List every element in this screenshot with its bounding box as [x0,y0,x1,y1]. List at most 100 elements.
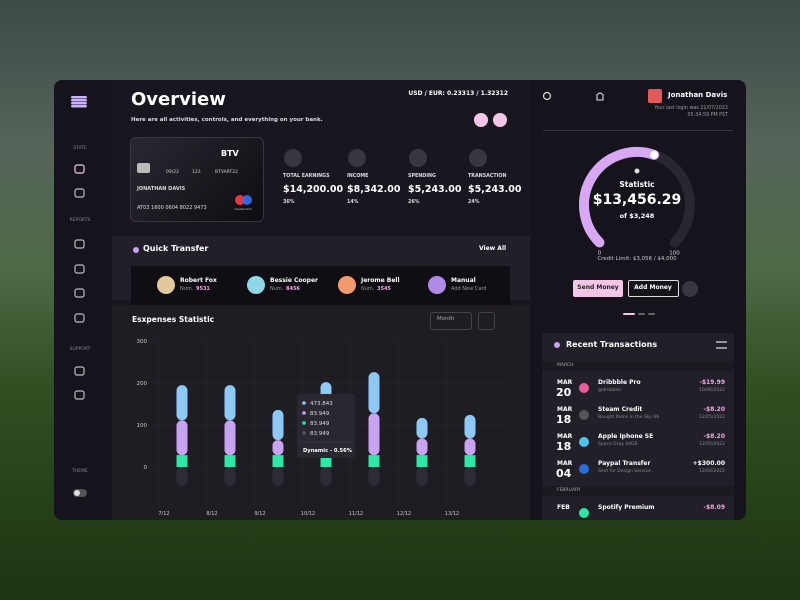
tx-note: Space Gray 64GB [598,442,638,447]
stat-icon [469,149,487,167]
stat-icon [284,149,302,167]
card-brand: BTV [221,149,239,158]
bar-segment [176,420,188,456]
tx-name[interactable]: Apple Iphone SE [598,433,654,440]
bar-base [368,455,380,467]
transfer-icon [133,247,139,253]
bar-base [320,455,332,467]
bar-base [224,455,236,467]
stat-label: SPENDING [408,174,436,179]
tx-name[interactable]: Paypal Transfer [598,460,651,467]
search-icon [542,91,552,101]
bar-segment [320,467,332,486]
sidebar-section: REPORTS [69,218,91,223]
contact-avatar [157,276,175,294]
mc-red [235,195,245,205]
contact-prefix: Num. [361,286,375,292]
stat-value: $5,243.00 [408,184,462,195]
contact-prefix: Num. [180,286,194,292]
tx-name[interactable]: Spotify Premium [598,504,655,511]
add-money-button[interactable] [628,280,679,297]
contact-prefix: Num. [270,286,284,292]
tx-name[interactable]: Steam Credit [598,406,643,413]
gauge-knob [650,150,659,159]
contact-avatar [247,276,265,294]
section-title: Quick Transfer [143,244,209,253]
bank-card[interactable] [130,137,264,222]
tx-day: 20 [556,386,572,399]
period-label[interactable]: Month [437,316,455,322]
contact-name[interactable]: Jerome Bell [361,277,400,284]
contact-name[interactable]: Robert Fox [180,277,217,284]
toggle-knob [74,490,80,496]
send-button[interactable] [573,280,623,297]
card-code: BTVART22 [215,170,238,175]
view-all[interactable]: View All [479,245,507,252]
gauge-icon [634,168,640,174]
card-chip [137,163,150,173]
tx-amount: -$8.20 [703,433,725,440]
contact-name[interactable]: Bessie Cooper [270,277,318,284]
bar-segment [272,440,284,456]
bar-segment [416,438,428,456]
stat-label: INCOME [347,174,369,179]
tx-amount: +$300.00 [692,460,725,467]
card-expiry: 09/22 [166,170,179,175]
bar-segment [368,413,380,456]
contacts-row [131,266,510,305]
period-dropdown[interactable] [430,312,472,330]
bar-segment [224,420,236,456]
tx-day: 04 [556,467,572,480]
stat-change: 24% [468,200,480,205]
sidebar-section: SUPPORT [69,347,91,352]
mc-yellow [242,195,252,205]
send-money[interactable]: Send Money [577,284,619,291]
card-network: mastercard [234,207,252,211]
gauge-amount: $13,456.29 [592,192,682,208]
contact-name[interactable]: Manual [451,277,476,284]
tx-day: 18 [556,440,572,453]
more-button[interactable] [493,113,507,127]
user-avatar [648,89,662,103]
bar-base [176,455,188,467]
tooltip-dot [302,411,306,415]
tx-title: Recent Transactions [566,340,658,349]
tx-amount: -$8.20 [703,406,725,413]
bar-segment [416,467,428,486]
tx-note: Bought Items in the Sky 66 [598,415,660,420]
tooltip-value: 83.949 [310,431,330,437]
bar-segment [464,438,476,456]
bell-icon [596,92,604,101]
tx-note: @dribbble [598,388,622,393]
contact-avatar [338,276,356,294]
gauge-title: Statistic [619,180,655,189]
tooltip-value: 83.949 [310,421,330,427]
chart-title: Esxpenses Statistic [132,315,215,324]
tx-name[interactable]: Dribbble Pro [598,379,641,386]
gauge-tick: 0 [598,250,602,256]
pager-dot [648,313,655,315]
sidebar-icon [74,239,85,249]
chart-filter[interactable] [478,312,495,330]
y-tick-label: 300 [137,339,148,345]
sidebar-section: STATE [73,146,87,151]
add-button[interactable] [474,113,488,127]
y-tick-label: 200 [137,381,148,387]
bar-segment [176,467,188,486]
tx-month: MAR [557,406,573,413]
tooltip-dot [302,421,306,425]
bar-segment [464,467,476,486]
sidebar-icon [74,288,85,298]
stat-value: $8,342.00 [347,184,401,195]
bar-segment [224,385,236,421]
bar-segment [272,409,284,441]
add-money[interactable]: Add Money [634,284,672,291]
stat-change: 26% [408,200,420,205]
stat-value: $5,243.00 [468,184,522,195]
contact-number: 9531 [196,286,210,292]
tx-icon [554,342,560,348]
stat-label: TRANSACTION [468,174,507,179]
user-name[interactable]: Jonathan Davis [668,91,728,99]
logo-bar [71,102,87,105]
last-login: Your last login was 21/07/2022 [654,106,728,111]
